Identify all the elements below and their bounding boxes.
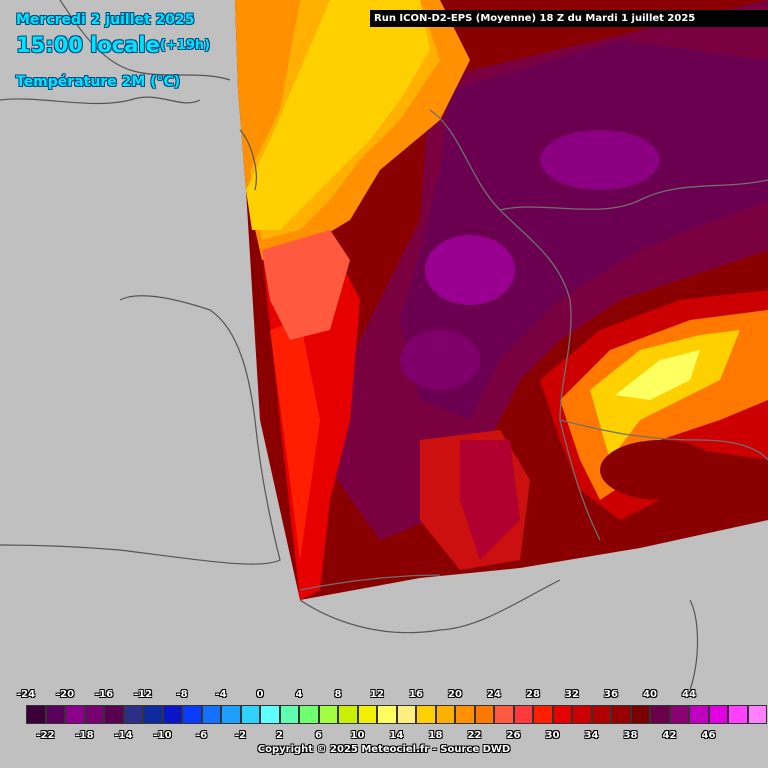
legend-swatch	[513, 705, 533, 724]
legend-tick-label: 28	[526, 689, 540, 700]
legend-swatch	[123, 705, 143, 724]
legend-tick-label: 0	[256, 689, 264, 700]
legend-swatch	[494, 705, 514, 724]
legend-swatch	[416, 705, 436, 724]
legend-tick-label: 26	[506, 730, 521, 741]
legend-tick-label: -2	[234, 730, 247, 741]
copyright-notice: Copyright © 2025 Meteociel.fr - Source D…	[257, 744, 511, 755]
legend-tick-label: 46	[701, 730, 716, 741]
legend-swatch	[630, 705, 650, 724]
legend-tick-label: -24	[16, 689, 36, 700]
run-banner: Run ICON-D2-EPS (Moyenne) 18 Z du Mardi …	[370, 10, 768, 27]
legend-tick-label: 32	[565, 689, 579, 700]
legend-swatch	[357, 705, 377, 724]
legend-tick-label: -20	[55, 689, 75, 700]
legend-swatch	[143, 705, 163, 724]
legend-tick-label: 40	[643, 689, 657, 700]
legend-swatch	[572, 705, 592, 724]
legend-tick-label: 42	[662, 730, 677, 741]
legend-tick-label: -8	[176, 689, 188, 700]
legend-tick-label: -14	[114, 730, 133, 741]
legend-tick-label: 14	[389, 730, 404, 741]
legend-swatch	[279, 705, 299, 724]
legend-tick-label: -10	[153, 730, 172, 741]
legend-swatch	[260, 705, 280, 724]
legend-swatch	[474, 705, 494, 724]
legend-swatch	[84, 705, 104, 724]
lead-time: (+19h)	[160, 38, 211, 53]
legend-tick-label: 36	[604, 689, 618, 700]
legend-tick-label: 20	[448, 689, 462, 700]
legend-swatch	[552, 705, 572, 724]
legend-swatch	[455, 705, 475, 724]
legend-swatch	[65, 705, 85, 724]
legend-tick-label: 22	[467, 730, 482, 741]
legend-tick-label: -18	[75, 730, 94, 741]
legend-tick-label: 4	[295, 689, 303, 700]
legend-tick-label: 24	[487, 689, 501, 700]
legend-swatch	[240, 705, 260, 724]
legend-swatch	[26, 705, 46, 724]
legend-swatch	[747, 705, 767, 724]
legend-tick-label: -12	[133, 689, 153, 700]
legend-tick-label: 34	[584, 730, 599, 741]
color-legend: -24 -20 -16 -12 -8 -4 0 4 8 12 16 20 24 28 32 36 40 44 -2…	[0, 688, 768, 768]
legend-swatches	[26, 705, 767, 724]
legend-tick-label: 44	[682, 689, 696, 700]
borders	[299, 109, 768, 591]
legend-swatch	[182, 705, 202, 724]
legend-tick-label: 6	[315, 730, 322, 741]
legend-swatch	[162, 705, 182, 724]
legend-swatch	[299, 705, 319, 724]
legend-swatch	[689, 705, 709, 724]
legend-swatch	[591, 705, 611, 724]
legend-tick-label: 38	[623, 730, 638, 741]
legend-swatch	[533, 705, 553, 724]
legend-tick-label: -6	[195, 730, 208, 741]
legend-tick-label: 10	[350, 730, 365, 741]
legend-swatch	[201, 705, 221, 724]
forecast-date: Mercredi 2 juillet 2025	[16, 12, 195, 28]
legend-swatch	[669, 705, 689, 724]
legend-tick-label: 8	[334, 689, 342, 700]
legend-tick-label: -4	[215, 689, 227, 700]
legend-swatch	[611, 705, 631, 724]
legend-tick-label: -22	[36, 730, 55, 741]
legend-swatch	[45, 705, 65, 724]
legend-swatch	[435, 705, 455, 724]
legend-swatch	[104, 705, 124, 724]
legend-swatch	[728, 705, 748, 724]
legend-tick-label: 16	[409, 689, 423, 700]
legend-tick-label: 12	[370, 689, 384, 700]
legend-swatch	[338, 705, 358, 724]
legend-swatch	[650, 705, 670, 724]
legend-tick-label: -16	[94, 689, 114, 700]
legend-tick-label: 30	[545, 730, 560, 741]
legend-swatch	[708, 705, 728, 724]
legend-swatch	[377, 705, 397, 724]
forecast-field	[235, 0, 768, 600]
coastlines	[0, 0, 699, 691]
legend-tick-label: 18	[428, 730, 443, 741]
parameter-label: Température 2M (°C)	[16, 74, 181, 90]
legend-swatch	[318, 705, 338, 724]
legend-swatch	[396, 705, 416, 724]
forecast-time: 15:00 locale	[16, 33, 160, 57]
legend-tick-label: 2	[276, 730, 283, 741]
legend-swatch	[221, 705, 241, 724]
